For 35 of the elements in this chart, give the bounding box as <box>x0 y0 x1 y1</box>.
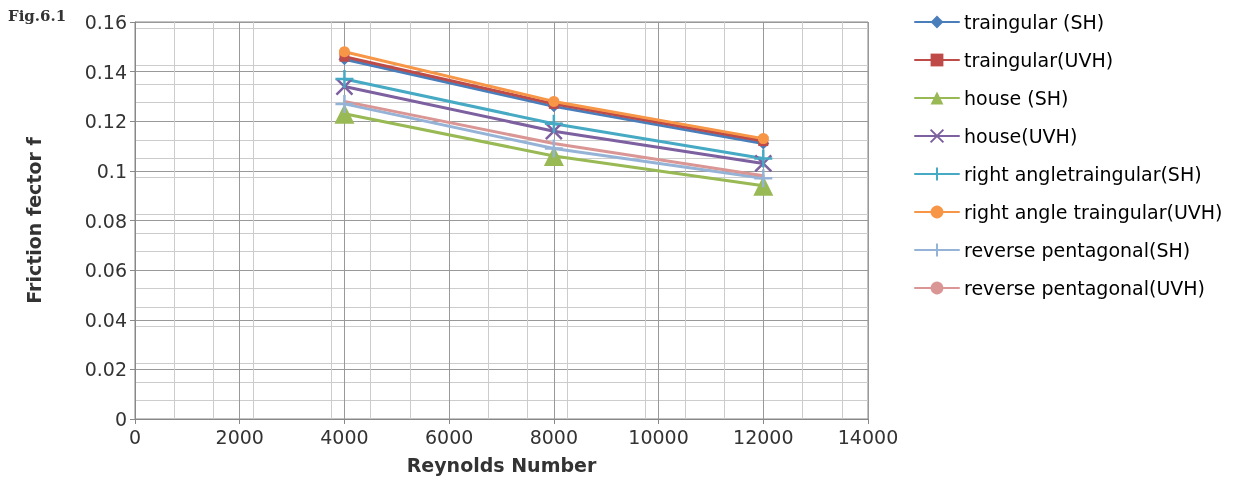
y-tick-label: 0.02 <box>84 358 127 381</box>
point <box>338 46 350 58</box>
x-tick-label: 14000 <box>837 425 899 448</box>
y-tick-label: 0.14 <box>84 60 127 83</box>
y-tick-label: 0.08 <box>84 209 127 232</box>
legend-label: reverse pentagonal(SH) <box>964 239 1191 261</box>
x-axis-title: Reynolds Number <box>406 453 597 476</box>
x-tick-label: 12000 <box>733 425 794 448</box>
x-tick-label: 10000 <box>628 425 689 448</box>
y-tick-label: 0.04 <box>84 308 127 331</box>
legend-label: reverse pentagonal(UVH) <box>964 277 1206 299</box>
point <box>543 138 565 159</box>
y-axis-title: Friction fector f <box>22 136 45 304</box>
y-tick-label: 0.06 <box>84 259 127 282</box>
legend-label: house(UVH) <box>964 125 1078 147</box>
y-tick-label: 0.12 <box>84 110 127 133</box>
legend-label: house (SH) <box>964 87 1069 109</box>
x-tick-label: 4000 <box>320 425 369 448</box>
y-tick-label: 0.1 <box>96 159 127 182</box>
legend-label: right angle traingular(UVH) <box>964 201 1223 223</box>
legend-label: right angletraingular(SH) <box>964 163 1202 185</box>
x-tick-label: 8000 <box>529 425 579 448</box>
point <box>334 68 355 90</box>
x-tick-label: 2000 <box>215 425 264 448</box>
y-tick-label: 0.16 <box>84 11 127 33</box>
point <box>753 168 774 189</box>
x-tick-label: 0 <box>128 425 142 448</box>
point <box>753 148 774 169</box>
point <box>334 93 355 115</box>
x-tick-label: 6000 <box>424 425 474 448</box>
point <box>543 113 565 134</box>
caption: Fig.6.1 <box>8 6 67 25</box>
legend-label: traingular(UVH) <box>964 49 1114 71</box>
legend-label: traingular (SH) <box>964 11 1105 33</box>
y-tick-label: 0 <box>114 408 127 430</box>
